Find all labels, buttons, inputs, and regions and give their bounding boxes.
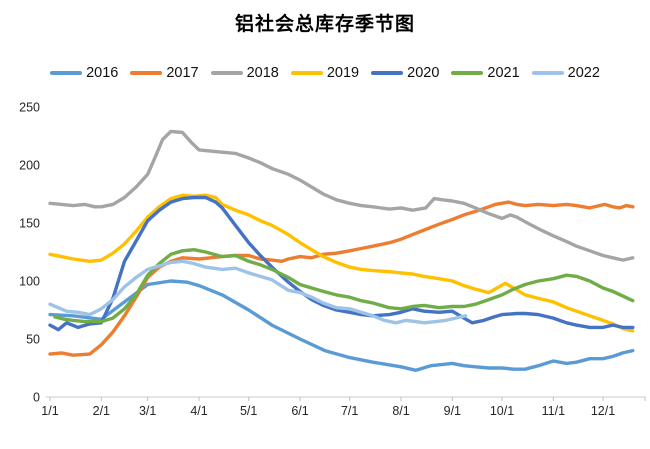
legend-item-2016: 2016 — [50, 66, 118, 81]
x-tick-label: 10/1 — [490, 404, 514, 418]
legend-item-2018: 2018 — [210, 65, 279, 81]
x-tick-label: 9/1 — [444, 404, 461, 418]
legend-swatch-2016 — [50, 71, 83, 76]
legend-label-2020: 2020 — [407, 65, 440, 81]
y-tick-label: 50 — [26, 333, 40, 347]
x-tick-label: 1/1 — [41, 404, 58, 418]
chart-title: 铝社会总库存季节图 — [234, 14, 415, 35]
legend-label-2022: 2022 — [567, 65, 600, 81]
y-tick-label: 200 — [19, 159, 40, 173]
legend-label-2019: 2019 — [326, 65, 360, 81]
legend-swatch-2017 — [130, 71, 163, 76]
x-tick-label: 8/1 — [392, 404, 409, 418]
y-tick-label: 250 — [19, 101, 40, 115]
legend-item-2017: 2017 — [130, 65, 199, 81]
x-tick-label: 2/1 — [93, 404, 110, 418]
series-line-2019 — [48, 193, 635, 333]
x-tick-label: 12/1 — [591, 404, 615, 418]
y-tick-label: 100 — [19, 275, 40, 289]
legend-item-2019: 2019 — [290, 65, 360, 81]
legend-swatch-2019 — [290, 71, 323, 76]
legend-swatch-2021 — [451, 71, 484, 76]
legend-item-2022: 2022 — [531, 65, 600, 81]
x-tick-label: 7/1 — [341, 404, 358, 418]
x-tick-label: 11/1 — [542, 404, 565, 418]
series-line-2021 — [53, 247, 635, 324]
legend-swatch-2018 — [210, 71, 243, 76]
y-tick-label: 150 — [19, 217, 40, 231]
x-tick-label: 6/1 — [291, 404, 308, 418]
series-line-2018 — [48, 129, 635, 262]
legend-swatch-2022 — [531, 71, 564, 76]
legend-label-2016: 2016 — [86, 65, 119, 81]
x-tick-label: 3/1 — [139, 404, 156, 418]
legend-item-2021: 2021 — [451, 65, 520, 81]
x-tick-label: 4/1 — [190, 404, 207, 418]
series-line-2016 — [48, 279, 635, 372]
y-tick-label: 0 — [33, 391, 40, 405]
legend-swatch-2020 — [371, 71, 404, 76]
legend-label-2018: 2018 — [246, 65, 279, 81]
series-line-2020 — [48, 195, 635, 332]
x-tick-label: 5/1 — [240, 404, 257, 418]
legend-label-2017: 2017 — [166, 65, 199, 81]
series-line-2022 — [48, 259, 468, 325]
legend-label-2021: 2021 — [487, 65, 520, 81]
chart-legend: 2016 2017 2018 2019 2020 2021 2022 — [0, 66, 650, 81]
legend-item-2020: 2020 — [371, 66, 439, 81]
series-line-2017 — [48, 200, 635, 357]
